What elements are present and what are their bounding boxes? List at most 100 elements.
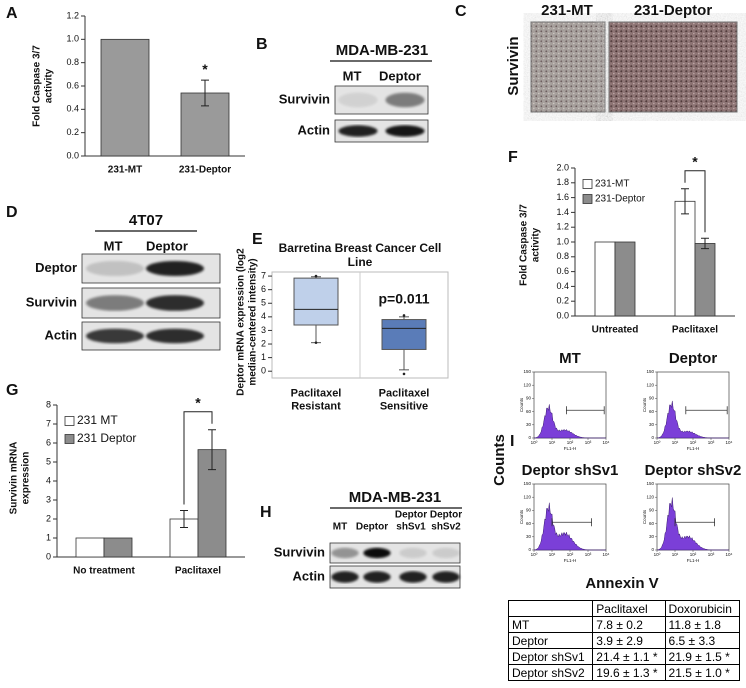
- row-header: Deptor: [507, 632, 594, 649]
- x-tick-label: 10⁴: [726, 440, 733, 445]
- lane-label: Deptor shSv2: [429, 509, 463, 533]
- x-tick-label: 10⁰: [654, 440, 661, 445]
- lane-label: Deptor: [146, 238, 188, 254]
- y-tick-label: 90: [649, 508, 655, 513]
- legend-label: 231 Deptor: [77, 431, 136, 445]
- x-tick-label: 10²: [690, 552, 697, 557]
- y-tick-label: 60: [649, 409, 655, 414]
- blot-band: [86, 295, 144, 311]
- annexin-label: Annexin V: [585, 575, 658, 592]
- blot-band: [146, 295, 204, 311]
- significance: *: [195, 394, 201, 410]
- outlier: [314, 341, 318, 344]
- x-tick-label: 231-MT: [107, 164, 143, 176]
- panel-letter: F: [508, 149, 518, 166]
- table-row: Deptor shSv1 21.4 ± 1.1 * 21.9 ± 1.5 *: [507, 648, 741, 665]
- y-tick-label: 1.0: [556, 236, 569, 246]
- panel-letter: G: [6, 382, 18, 399]
- blot-band: [363, 571, 391, 583]
- y-tick-label: 90: [649, 396, 655, 401]
- bar: [75, 537, 105, 558]
- row-header: Deptor shSv1: [507, 648, 594, 665]
- legend-swatch: [582, 179, 593, 189]
- y-axis-label: Survivin mRNA expression: [8, 441, 32, 515]
- legend-swatch: [64, 434, 75, 444]
- x-tick-label: Paclitaxel: [174, 565, 222, 577]
- y-tick-label: 0.6: [556, 266, 569, 276]
- row-label: Survivin: [279, 91, 330, 106]
- x-tick-label: Paclitaxel Sensitive: [378, 387, 430, 412]
- y-tick-label: 2: [46, 513, 51, 523]
- y-tick-label: 7: [261, 270, 266, 280]
- x-tick-label: 10³: [708, 440, 715, 445]
- significance: *: [692, 153, 698, 169]
- x-tick-label: Paclitaxel Resistant: [290, 387, 342, 412]
- y-tick-label: 90: [526, 508, 532, 513]
- significance-bracket: [684, 170, 706, 233]
- y-tick-label: 6: [261, 284, 266, 294]
- x-tick-label: 10¹: [549, 440, 556, 445]
- legend-label: 231-MT: [595, 179, 629, 190]
- axis-label: FL1-H: [687, 558, 700, 563]
- x-tick-label: 10⁴: [726, 552, 733, 557]
- axis-label: Counts: [519, 509, 524, 524]
- y-axis-label: Deptor mRNA expression (log2 median-cent…: [235, 248, 259, 396]
- panel-letter: D: [6, 204, 18, 221]
- bar: [674, 200, 696, 317]
- x-tick-label: 10³: [708, 552, 715, 557]
- axis-label: Counts: [642, 509, 647, 524]
- gate-marker: [566, 406, 605, 415]
- row-label: Survivin: [26, 294, 77, 309]
- y-tick-label: 1: [261, 352, 266, 362]
- blot-title: 4T07: [129, 212, 163, 229]
- y-axis-label: Fold Caspase 3/7 activity: [31, 45, 55, 127]
- y-tick-label: 0.4: [556, 281, 569, 291]
- y-tick-label: 0: [261, 366, 266, 376]
- histogram: [533, 404, 606, 439]
- table-cell: 6.5 ± 3.3: [664, 632, 741, 649]
- row-label: Actin: [298, 122, 331, 137]
- table-cell: 19.6 ± 1.3 *: [592, 664, 666, 681]
- axis-label: FL1-H: [687, 446, 700, 451]
- y-tick-label: 0: [528, 547, 531, 552]
- panel-letter: H: [260, 504, 272, 521]
- blot-band: [86, 260, 144, 277]
- p-value: p=0.011: [379, 291, 430, 307]
- lane-label: Deptor: [355, 521, 389, 533]
- axis-label: Counts: [519, 397, 524, 412]
- box: [293, 277, 339, 326]
- x-tick-label: 10²: [567, 552, 574, 557]
- panel-letter: C: [455, 3, 467, 20]
- histogram-title: Deptor shSv1: [522, 462, 619, 479]
- table-cell: 21.4 ± 1.1 *: [592, 648, 666, 665]
- error-bar: [681, 188, 689, 215]
- y-tick-label: 0.2: [66, 127, 79, 137]
- gate-marker: [674, 518, 715, 527]
- y-tick-label: 3: [261, 325, 266, 335]
- outlier: [402, 314, 406, 317]
- axis-label: FL1-H: [564, 558, 577, 563]
- y-tick-label: 5: [261, 298, 266, 308]
- bar: [694, 243, 716, 317]
- y-tick-label: 3: [46, 494, 51, 504]
- y-tick-label: 1.0: [66, 34, 79, 44]
- blot-band: [399, 547, 427, 559]
- table-row: MT 7.8 ± 0.2 11.8 ± 1.8: [507, 616, 741, 633]
- y-tick-label: 150: [646, 481, 654, 486]
- blot-band: [385, 92, 425, 108]
- legend-label: 231 MT: [77, 413, 118, 427]
- x-tick-label: 10⁰: [531, 440, 538, 445]
- sample-label: 231-Deptor: [634, 2, 713, 19]
- bar: [594, 241, 616, 317]
- y-tick-label: 0.8: [556, 251, 569, 261]
- row-header: Deptor shSv2: [507, 664, 594, 681]
- row-label: Actin: [45, 327, 78, 342]
- y-tick-label: 60: [526, 521, 532, 526]
- outlier: [402, 372, 406, 376]
- y-tick-label: 1.8: [556, 177, 569, 187]
- y-tick-label: 1: [46, 532, 51, 542]
- y-tick-label: 150: [523, 369, 531, 374]
- blot-band: [363, 547, 391, 559]
- blot-strip: [329, 542, 461, 564]
